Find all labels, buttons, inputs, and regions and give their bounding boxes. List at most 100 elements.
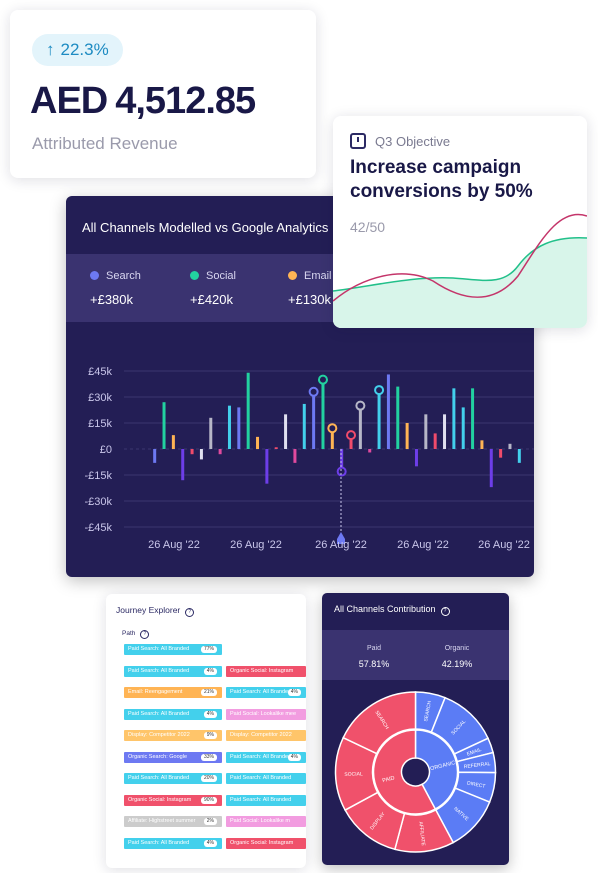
bar [302, 403, 306, 449]
chip-label: Display: Competitor 2022 [128, 732, 190, 738]
bar [508, 443, 512, 449]
x-tick-label: 26 Aug '22 [397, 539, 449, 551]
segment-label: SOCIAL [344, 771, 363, 777]
chip-label: Paid Search: All Branded [128, 839, 190, 846]
journey-chip[interactable]: Paid Search: All Branded 4% [226, 751, 306, 763]
bar [368, 449, 372, 453]
chip-percent: 4% [203, 839, 217, 847]
legend-label: Email [304, 270, 332, 282]
currency-code: AED [30, 80, 108, 122]
bar [349, 435, 353, 449]
journey-chip[interactable]: Paid Search: All Branded [226, 794, 306, 806]
bar [209, 417, 213, 449]
revenue-amount: AED 4,512.85 [30, 80, 256, 123]
journey-chip[interactable]: Display: Competitor 2022 9% [124, 730, 222, 741]
trend-area [333, 237, 587, 328]
journey-chip[interactable]: Paid Social: Lookalike mee [226, 708, 306, 720]
legend-email[interactable]: Email [288, 270, 332, 282]
objective-trend-chart [333, 213, 587, 328]
bar [405, 423, 409, 449]
journey-chip[interactable]: Paid Search: All Branded 4% [124, 708, 222, 720]
chip-label: Paid Search: All Branded [128, 646, 190, 652]
bar [396, 386, 400, 449]
journey-chip[interactable]: Paid Search: All Branded [226, 773, 306, 784]
bar-marker [317, 374, 328, 385]
y-tick-label: £0 [100, 444, 112, 456]
chip-label: Organic Search: Google [128, 753, 188, 760]
bar-marker [355, 400, 366, 411]
journey-chip[interactable]: Paid Search: All Branded 4% [124, 837, 222, 849]
journey-title: Journey Explorer? [116, 605, 195, 617]
contribution-card: All Channels Contribution? Paid 57.81% O… [322, 593, 509, 865]
chip-percent: 20% [200, 775, 217, 782]
journey-chip[interactable]: Organic Social: Instagram [226, 665, 306, 677]
bar [340, 449, 344, 472]
amount-value: 4,512.85 [115, 80, 256, 122]
bar [265, 449, 269, 484]
help-icon[interactable]: ? [140, 630, 150, 639]
y-tick-label: -£15k [84, 470, 112, 482]
bar-marker [327, 423, 338, 434]
legend-search[interactable]: Search [90, 270, 141, 282]
arrow-up-icon: ↑ [46, 40, 55, 59]
trend-line-actual [333, 213, 587, 302]
journey-chip[interactable]: Display: Competitor 2022 [226, 730, 306, 741]
journey-chip[interactable]: Paid Search: All Branded 4% [124, 665, 222, 677]
bar [256, 436, 260, 449]
chip-label: Affiliate: Highstreet summer [128, 818, 196, 824]
journey-chip[interactable]: Email: Reengagement 21% [124, 687, 222, 698]
legend-value: +£420k [190, 292, 234, 307]
bar-marker [308, 386, 319, 397]
x-tick-label: 26 Aug '22 [315, 539, 367, 551]
inner-segment [372, 729, 437, 815]
bar [153, 449, 157, 463]
objective-header: Q3 Objective [350, 133, 450, 149]
chip-percent: 4% [203, 667, 217, 675]
chart-title: All Channels Modelled vs Google Analytic… [82, 220, 329, 235]
hover-pointer-icon [337, 532, 345, 544]
journey-chip[interactable]: Paid Search: All Branded 4% [226, 687, 306, 698]
bar [461, 407, 465, 449]
bar [237, 407, 241, 449]
bar-marker [346, 430, 357, 441]
chip-percent: 4% [287, 753, 301, 761]
chip-percent: 2% [203, 818, 217, 825]
contribution-title: All Channels Contribution? [334, 604, 450, 616]
journey-chip[interactable]: Organic Social: Instagram [226, 837, 306, 849]
stat-label: Organic [444, 645, 470, 652]
help-icon[interactable]: ? [440, 607, 450, 616]
bar-marker [374, 385, 385, 396]
journey-chip[interactable]: Paid Search: All Branded 20% [124, 773, 222, 784]
journey-chip[interactable]: Affiliate: Highstreet summer 2% [124, 816, 222, 827]
bar [330, 428, 334, 449]
chip-label: Email: Reengagement [128, 689, 183, 695]
bar [274, 447, 278, 449]
bar [433, 433, 437, 449]
stat-label: Paid [366, 645, 381, 652]
contribution-stats [322, 630, 509, 680]
segment-label: DIRECT [466, 780, 485, 790]
search-dot-icon [90, 271, 99, 280]
journey-chip[interactable]: Organic Social: Instagram 90% [124, 794, 222, 806]
bar [480, 440, 484, 449]
bar [377, 390, 381, 449]
path-label-text: Path [122, 630, 136, 637]
bar [321, 379, 325, 449]
journey-chip[interactable]: Organic Search: Google 33% [124, 751, 222, 763]
objective-card: Q3 Objective Increase campaign conversio… [333, 116, 587, 328]
journey-chip[interactable]: Paid Social: Lookalike m [226, 816, 306, 827]
chip-label: Paid Search: All Branded [230, 689, 292, 695]
bar [181, 449, 185, 481]
bar [414, 449, 418, 467]
chip-label: Organic Social: Instagram [230, 839, 294, 846]
chip-percent: 90% [200, 796, 217, 804]
help-icon[interactable]: ? [185, 608, 195, 617]
social-dot-icon [190, 271, 199, 280]
path-label: Path? [122, 630, 150, 639]
chip-label: Paid Search: All Branded [230, 775, 292, 781]
trend-line-target [333, 237, 587, 292]
journey-chip[interactable]: Paid Search: All Branded 77% [124, 644, 222, 655]
bar [190, 449, 194, 455]
legend-social[interactable]: Social [190, 270, 236, 282]
chip-percent: 21% [200, 689, 217, 696]
